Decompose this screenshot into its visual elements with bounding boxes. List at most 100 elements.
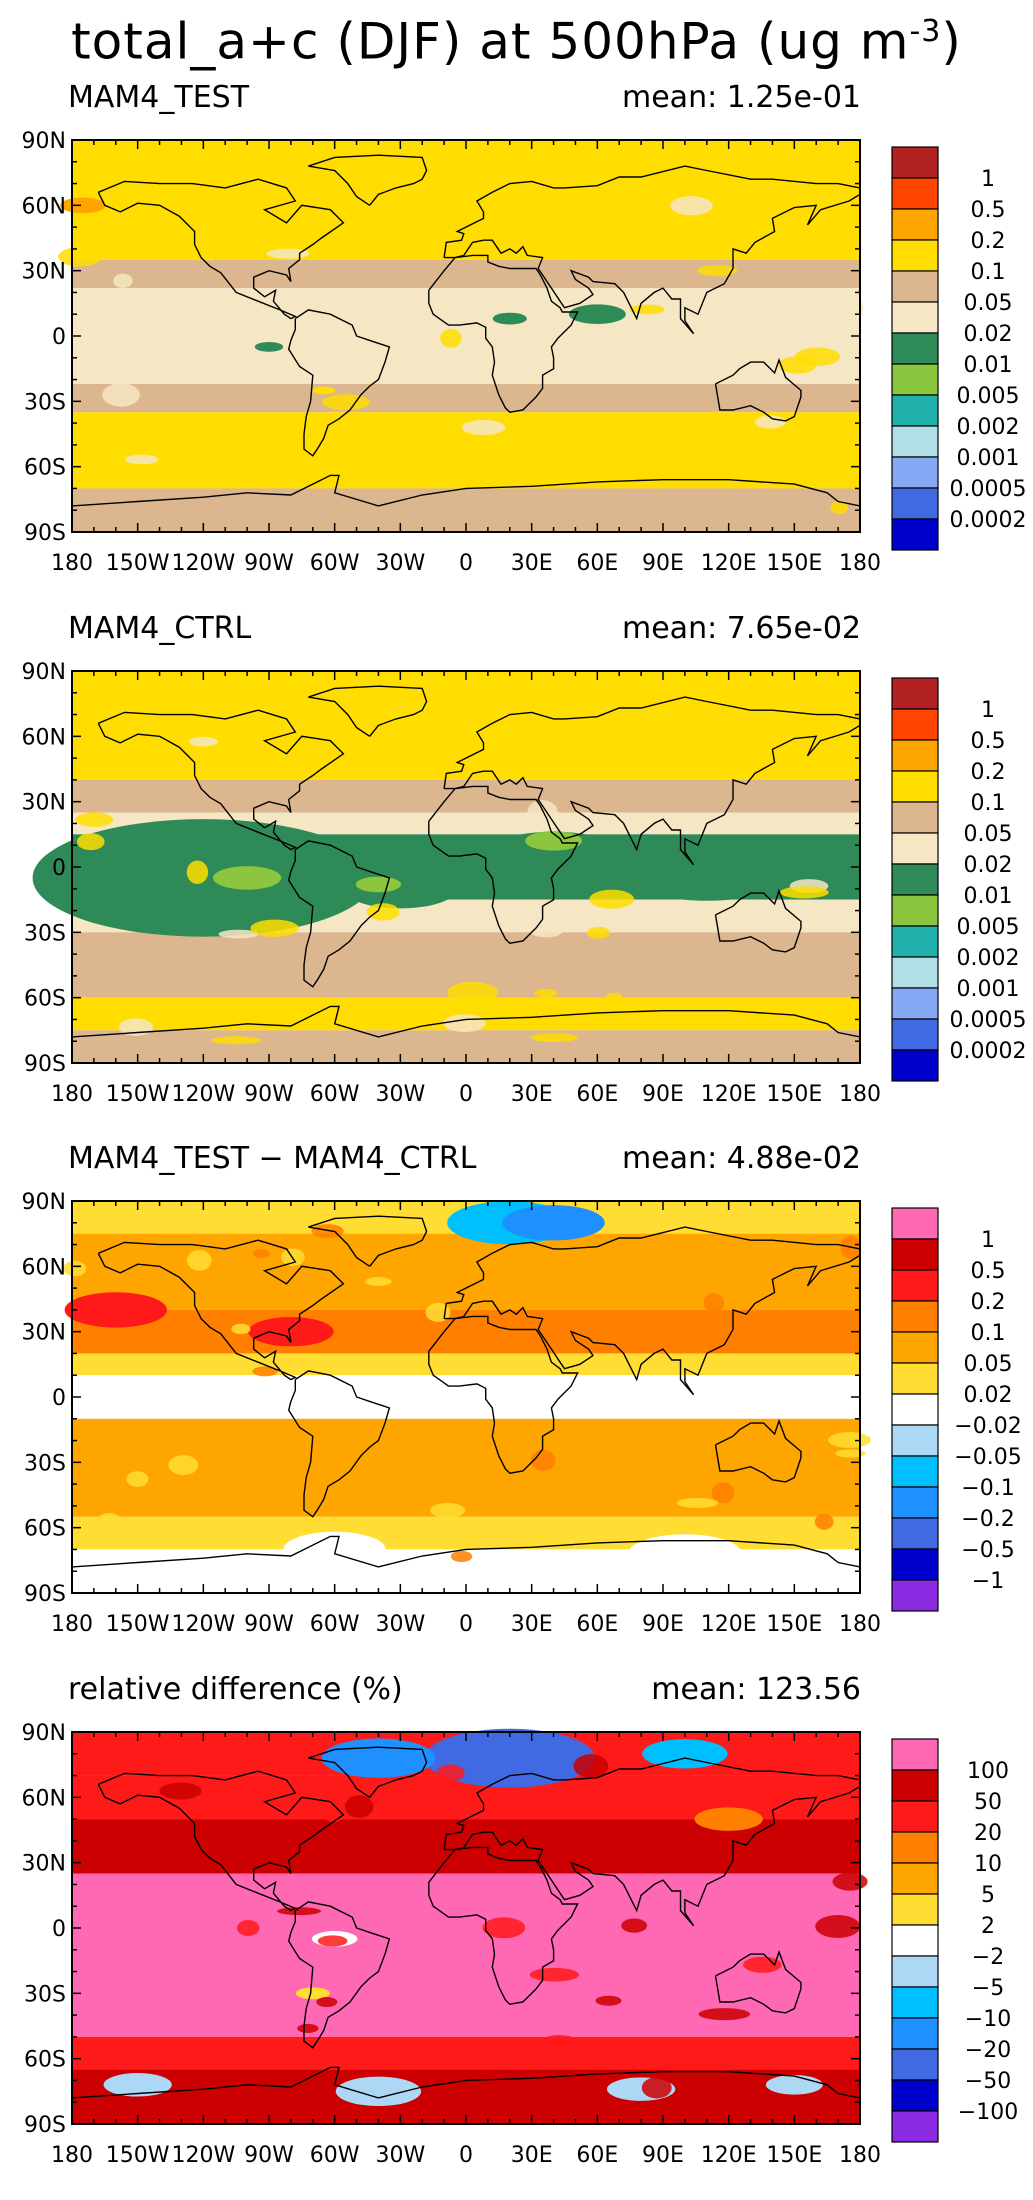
field-blob-0: [492, 312, 527, 325]
field-blob-1: [321, 1738, 436, 1778]
field-patch-14: [697, 265, 738, 277]
lon-tick-label: 120W: [171, 551, 235, 576]
field-patch-16: [543, 2035, 576, 2046]
coastline-5: [308, 1215, 428, 1267]
lon-tick-label: 120E: [701, 1612, 757, 1637]
field-band-2: [72, 1309, 860, 1354]
colorbar-swatch: [891, 956, 939, 989]
colorbar-label: −50: [965, 2069, 1011, 2094]
coastlines: [71, 685, 861, 1038]
coastline-1: [287, 309, 391, 457]
field-patch-5: [281, 1248, 305, 1267]
colorbar-label: 0.5: [971, 198, 1006, 223]
field-patch-1: [754, 415, 786, 429]
lon-tick-label: 150W: [106, 2143, 170, 2168]
lat-tick-label: 30S: [24, 921, 66, 946]
lon-tick-label: 180: [839, 551, 881, 576]
lat-tick-label: 30S: [24, 1451, 66, 1476]
field-patch-18: [250, 919, 299, 937]
field-patch-5: [743, 1956, 782, 1973]
coastline-5: [308, 154, 428, 206]
colorbar-label: 0.001: [957, 977, 1020, 1002]
colorbar-label: 5: [981, 1883, 995, 1908]
coastline-0: [97, 1770, 345, 1912]
lon-tick-label: 120W: [171, 2143, 235, 2168]
colorbar-label: 0.05: [964, 1352, 1013, 1377]
field-patch-19: [676, 1497, 719, 1509]
field-patch-16: [186, 860, 209, 884]
colorbar-label: 2: [981, 1914, 995, 1939]
lon-tick-label: 90W: [244, 2143, 294, 2168]
colorbar-swatch: [891, 394, 939, 427]
field-blob-1: [248, 1316, 334, 1347]
lat-tick-label: 0: [52, 856, 66, 881]
colorbar-swatch: [891, 1393, 939, 1426]
coastline-3: [428, 254, 579, 413]
axis-ticks: [71, 139, 861, 533]
field-patch-9: [357, 186, 397, 195]
colorbar-label: 0.2: [971, 1290, 1006, 1315]
colorbar-swatch: [891, 1455, 939, 1488]
coastline-3: [428, 785, 579, 944]
map-field: [72, 1728, 868, 2124]
colorbar-swatch: [891, 518, 939, 551]
map-plot: 90N 60N 30N 0 30S 60S 90S 180 150W 120W 90W 60W 30W 0…: [22, 1721, 1019, 2168]
field-patch-13: [322, 394, 370, 410]
colorbar-swatch: [891, 425, 939, 458]
field-blob-2: [519, 1319, 588, 1344]
lon-tick-label: 60W: [310, 551, 360, 576]
panel-mam4-test: MAM4_TEST mean: 1.25e-01 90N 60N 30N 0 30S 60…: [0, 80, 1033, 608]
panel-title: MAM4_TEST: [68, 80, 250, 115]
field-band-1: [72, 714, 860, 780]
colorbar-swatch: [891, 363, 939, 396]
coastline-6: [71, 1005, 861, 1038]
field-patch-17: [430, 1502, 466, 1518]
colorbar-swatch: [891, 1517, 939, 1550]
lat-tick-label: 60S: [24, 456, 66, 481]
lon-tick-label: 180: [839, 2143, 881, 2168]
colorbar-label: −0.02: [954, 1414, 1021, 1439]
coastline-1: [287, 1370, 391, 1518]
lon-tick-label: 150W: [106, 1612, 170, 1637]
lon-tick-label: 180: [51, 1612, 93, 1637]
field-patch-19: [113, 273, 133, 288]
field-patch-9: [605, 992, 623, 1001]
field-blob-7: [787, 839, 845, 860]
colorbar-swatch: [891, 1486, 939, 1519]
colorbar-swatch: [891, 1238, 939, 1271]
colorbar-label: −20: [965, 2038, 1011, 2063]
field-patch-4: [316, 1997, 338, 2008]
colorbar-label: −0.2: [961, 1507, 1014, 1532]
field-patch-13: [482, 1917, 526, 1939]
coastline-6: [71, 1535, 861, 1568]
field-patch-8: [75, 812, 114, 827]
lat-tick-label: 90N: [22, 1721, 66, 1746]
lat-tick-label: 0: [52, 1386, 66, 1411]
field-patch-4: [252, 1366, 278, 1377]
colorbar-label: −0.05: [954, 1445, 1021, 1470]
field-patch-12: [311, 1224, 344, 1239]
field-patch-17: [641, 2077, 672, 2099]
map-plot: 90N 60N 30N 0 30S 60S 90S 180 150W 120W 90W 60W 30W 0…: [22, 1190, 1022, 1637]
colorbar-swatch: [891, 1548, 939, 1581]
colorbar-swatch: [891, 1300, 939, 1333]
coastlines: [71, 1746, 861, 2099]
colorbar-label: 0.01: [964, 884, 1013, 909]
lon-tick-label: 30E: [511, 551, 553, 576]
colorbar-swatch: [891, 2110, 939, 2143]
field-blob-4: [60, 197, 106, 214]
field-blob-3: [312, 386, 336, 395]
field-patch-15: [317, 1935, 348, 1947]
colorbar-label: 0.1: [971, 791, 1006, 816]
lon-tick-label: 120E: [701, 551, 757, 576]
colorbar-label: 0.02: [964, 1383, 1013, 1408]
lat-tick-label: 90N: [22, 660, 66, 685]
colorbar-label: 0.05: [964, 822, 1013, 847]
field-patch-18: [266, 248, 310, 259]
field-blob-6: [627, 1534, 742, 1574]
field-blob-4: [502, 1205, 605, 1241]
lon-tick-label: 90W: [244, 1612, 294, 1637]
colorbar-swatch: [891, 1862, 939, 1895]
lon-tick-label: 120E: [701, 1082, 757, 1107]
colorbar: 100 50 20 10 5 2 −2 −5 −10 −20 −50 −100: [891, 1738, 1018, 2143]
